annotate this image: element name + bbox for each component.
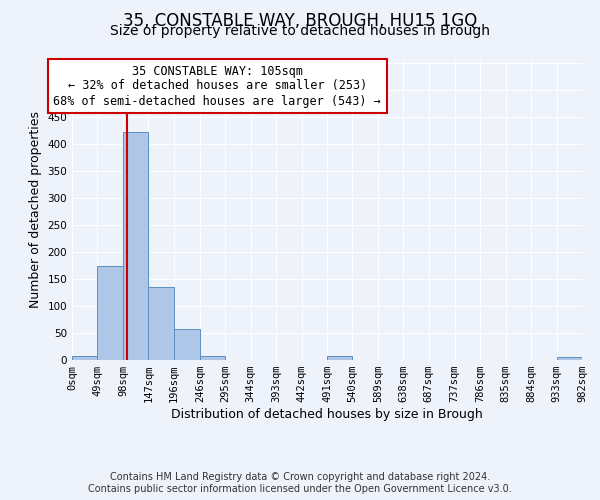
Text: 35 CONSTABLE WAY: 105sqm
← 32% of detached houses are smaller (253)
68% of semi-: 35 CONSTABLE WAY: 105sqm ← 32% of detach…	[53, 64, 381, 108]
X-axis label: Distribution of detached houses by size in Brough: Distribution of detached houses by size …	[171, 408, 483, 421]
Bar	[557, 358, 582, 360]
Bar	[148, 287, 174, 360]
Text: Contains HM Land Registry data © Crown copyright and database right 2024.
Contai: Contains HM Land Registry data © Crown c…	[88, 472, 512, 494]
Bar	[123, 132, 148, 360]
Bar	[174, 328, 200, 360]
Y-axis label: Number of detached properties: Number of detached properties	[29, 112, 42, 308]
Bar	[72, 356, 97, 360]
Text: Size of property relative to detached houses in Brough: Size of property relative to detached ho…	[110, 24, 490, 38]
Text: 35, CONSTABLE WAY, BROUGH, HU15 1GQ: 35, CONSTABLE WAY, BROUGH, HU15 1GQ	[123, 12, 477, 30]
Bar	[97, 266, 123, 360]
Bar	[327, 356, 352, 360]
Bar	[200, 356, 225, 360]
